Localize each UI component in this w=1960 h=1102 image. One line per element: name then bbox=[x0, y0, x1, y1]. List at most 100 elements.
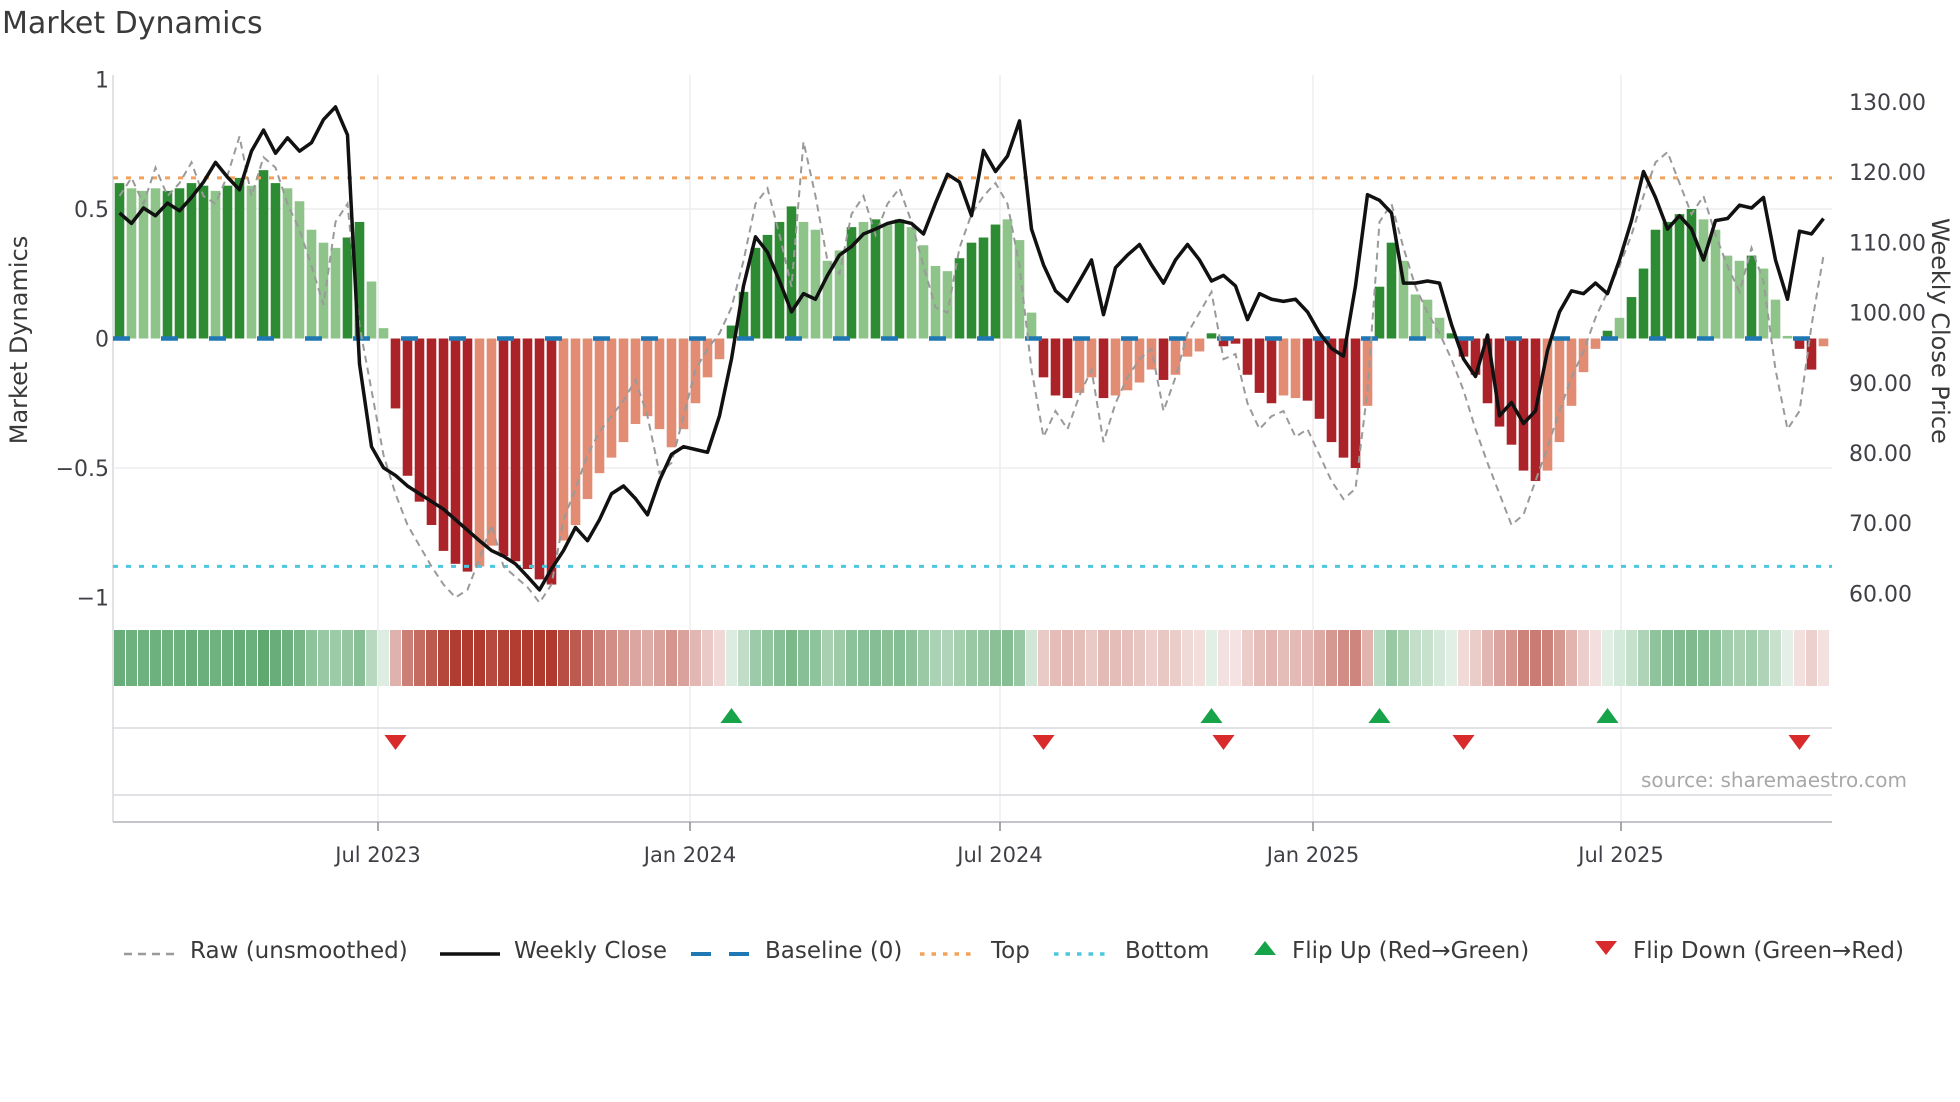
heatmap-cell bbox=[1806, 630, 1817, 686]
heatmap-cell bbox=[702, 630, 713, 686]
right-axis-tick-label: 110.00 bbox=[1849, 231, 1926, 256]
oscillator-bar bbox=[558, 338, 569, 541]
heatmap-cell bbox=[750, 630, 761, 686]
heatmap-cell bbox=[1746, 630, 1757, 686]
oscillator-bar bbox=[162, 190, 173, 339]
page-title: Market Dynamics bbox=[2, 6, 263, 41]
oscillator-bar bbox=[1002, 219, 1013, 339]
heatmap-cell bbox=[1710, 630, 1721, 686]
heatmap-cell bbox=[630, 630, 641, 686]
oscillator-bar bbox=[582, 338, 593, 500]
heatmap-cell bbox=[1734, 630, 1745, 686]
flip-up-marker bbox=[1368, 708, 1391, 723]
right-axis-tick-label: 130.00 bbox=[1849, 91, 1926, 116]
oscillator-bar bbox=[426, 338, 437, 525]
heatmap-cell bbox=[522, 630, 533, 686]
legend-item-flip-down: Flip Down (Green→Red) bbox=[1593, 936, 1904, 966]
oscillator-bar bbox=[1578, 338, 1589, 373]
oscillator-bar bbox=[534, 338, 545, 580]
oscillator-bar bbox=[1446, 333, 1457, 339]
heatmap-cell bbox=[282, 630, 293, 686]
heatmap-cell bbox=[762, 630, 773, 686]
oscillator-bar bbox=[474, 338, 485, 567]
heatmap-cell bbox=[366, 630, 377, 686]
heatmap-cell bbox=[642, 630, 653, 686]
oscillator-bar bbox=[1398, 260, 1409, 339]
oscillator-bar bbox=[354, 221, 365, 339]
heatmap-cell bbox=[378, 630, 389, 686]
heatmap-cell bbox=[1314, 630, 1325, 686]
oscillator-bar bbox=[1602, 330, 1613, 339]
heatmap-cell bbox=[234, 630, 245, 686]
oscillator-bar bbox=[1662, 221, 1673, 339]
oscillator-bar bbox=[918, 245, 929, 339]
oscillator-bar bbox=[270, 183, 281, 339]
heatmap-cell bbox=[198, 630, 209, 686]
heatmap-cell bbox=[1050, 630, 1061, 686]
oscillator-bar bbox=[1806, 338, 1817, 370]
flip-down-marker bbox=[1788, 735, 1811, 750]
heatmap-cell bbox=[126, 630, 137, 686]
heatmap-cell bbox=[1422, 630, 1433, 686]
heatmap-cell bbox=[918, 630, 929, 686]
heatmap-cell bbox=[1254, 630, 1265, 686]
oscillator-bar bbox=[1254, 338, 1265, 393]
oscillator-bar bbox=[1818, 338, 1829, 347]
oscillator-bar bbox=[1722, 255, 1733, 339]
oscillator-bar bbox=[990, 224, 1001, 339]
oscillator-bar bbox=[1050, 338, 1061, 396]
heatmap-cell bbox=[1338, 630, 1349, 686]
oscillator-bar bbox=[666, 338, 677, 448]
oscillator-bar bbox=[1566, 338, 1577, 406]
legend-item-weekly-close: Weekly Close bbox=[440, 936, 667, 966]
legend-label-bottom: Bottom bbox=[1125, 938, 1210, 964]
oscillator-bar bbox=[1362, 338, 1373, 406]
oscillator-bar bbox=[258, 170, 269, 339]
oscillator-bar bbox=[138, 190, 149, 339]
oscillator-bar bbox=[1314, 338, 1325, 419]
heatmap-cell bbox=[1698, 630, 1709, 686]
heatmap-cell bbox=[1242, 630, 1253, 686]
heatmap-cell bbox=[786, 630, 797, 686]
oscillator-bar bbox=[858, 221, 869, 339]
oscillator-bar bbox=[1098, 338, 1109, 399]
heatmap-cell bbox=[1566, 630, 1577, 686]
oscillator-bar bbox=[642, 338, 653, 417]
oscillator-bar bbox=[390, 338, 401, 409]
oscillator-bar bbox=[750, 247, 761, 339]
heatmap-cell bbox=[1818, 630, 1829, 686]
oscillator-bar bbox=[786, 206, 797, 339]
legend-label-weekly-close: Weekly Close bbox=[514, 938, 667, 964]
right-axis-tick-label: 90.00 bbox=[1849, 372, 1912, 397]
heatmap-cell bbox=[942, 630, 953, 686]
heatmap-cell bbox=[846, 630, 857, 686]
oscillator-bar bbox=[1494, 338, 1505, 427]
oscillator-bar bbox=[1350, 338, 1361, 468]
heatmap-cell bbox=[570, 630, 581, 686]
heatmap-cell bbox=[1722, 630, 1733, 686]
oscillator-bar bbox=[1482, 338, 1493, 404]
oscillator-bar bbox=[1638, 268, 1649, 339]
heatmap-cell bbox=[450, 630, 461, 686]
heatmap-cell bbox=[1182, 630, 1193, 686]
heatmap-cell bbox=[1110, 630, 1121, 686]
heatmap-cell bbox=[1086, 630, 1097, 686]
heatmap-cell bbox=[1434, 630, 1445, 686]
oscillator-bar bbox=[1434, 317, 1445, 339]
oscillator-bar bbox=[1374, 286, 1385, 339]
heatmap-cell bbox=[1386, 630, 1397, 686]
oscillator-bar bbox=[522, 338, 533, 570]
oscillator-bar bbox=[1470, 338, 1481, 375]
heatmap-cell bbox=[882, 630, 893, 686]
heatmap-cell bbox=[726, 630, 737, 686]
heatmap-cell bbox=[1266, 630, 1277, 686]
oscillator-bar bbox=[378, 328, 389, 339]
oscillator-bar bbox=[510, 338, 521, 562]
heatmap-cell bbox=[138, 630, 149, 686]
oscillator-bar bbox=[942, 271, 953, 339]
heatmap-cell bbox=[1062, 630, 1073, 686]
legend-label-flip-down: Flip Down (Green→Red) bbox=[1633, 938, 1904, 964]
heatmap-cell bbox=[1554, 630, 1565, 686]
oscillator-bar bbox=[306, 229, 317, 339]
heatmap-cell bbox=[1674, 630, 1685, 686]
